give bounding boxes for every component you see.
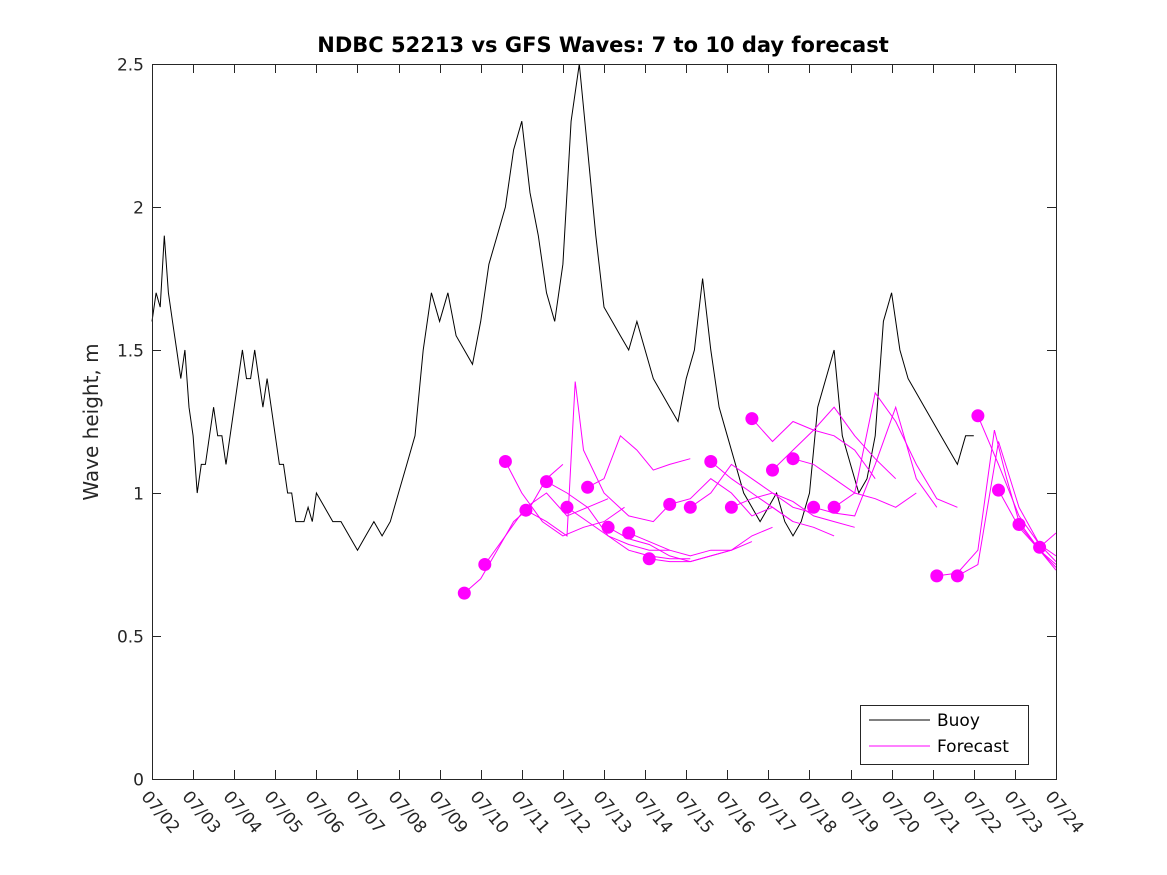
y-tick-label: 1.5 [117, 342, 144, 362]
forecast-series-line [587, 434, 691, 488]
forecast-point [827, 500, 841, 514]
forecast-point [457, 586, 471, 600]
forecast-series-line [998, 489, 1057, 568]
y-tick-label: 0 [133, 771, 144, 791]
forecast-series-line [504, 461, 625, 537]
legend-box [860, 705, 1029, 765]
forecast-point [478, 558, 492, 571]
forecast-point [704, 455, 718, 468]
y-axis: 0 0.5 1 1.5 2 2.5 [117, 56, 1056, 791]
forecast-point [540, 475, 553, 489]
forecast-point [601, 520, 615, 534]
forecast-point [581, 480, 595, 494]
forecast-series-line [690, 463, 814, 514]
legend-forecast-label: Forecast [937, 737, 1009, 757]
forecast-point [622, 526, 636, 540]
y-axis-label: Wave height, m [79, 343, 103, 500]
forecast-point [971, 409, 985, 423]
forecast-point [992, 483, 1005, 497]
forecast-series-line [649, 526, 773, 563]
forecast-point [724, 500, 738, 514]
forecast-series-line [833, 391, 958, 508]
legend-buoy-label: Buoy [937, 711, 980, 731]
forecast-series-line [731, 492, 855, 528]
forecast-point [786, 452, 800, 466]
forecast-point [560, 500, 574, 514]
forecast-point [930, 569, 944, 583]
forecast-markers [457, 409, 1047, 600]
y-tick-label: 2.5 [117, 56, 144, 76]
forecast-series-line [772, 406, 897, 480]
forecast-point [642, 552, 656, 566]
forecast-series-line [710, 461, 835, 537]
y-tick-label: 1 [133, 485, 144, 505]
forecast-point [498, 455, 512, 468]
forecast-point [683, 500, 697, 514]
forecast-point [807, 500, 821, 514]
chart-title: NDBC 52213 vs GFS Waves: 7 to 10 day for… [317, 33, 888, 57]
forecast-point [950, 569, 964, 583]
forecast-point [745, 412, 759, 426]
forecast-series-line [566, 506, 691, 560]
forecast-point [663, 497, 677, 511]
forecast-point [1033, 540, 1047, 554]
forecast-point [519, 503, 533, 517]
buoy-series-line [151, 63, 974, 552]
y-tick-label: 2 [133, 199, 144, 219]
forecast-series-line [525, 381, 671, 537]
forecast-point [766, 463, 779, 477]
legend: Buoy Forecast [860, 705, 1029, 765]
y-tick-label: 0.5 [117, 628, 144, 648]
forecast-point [1012, 518, 1026, 531]
